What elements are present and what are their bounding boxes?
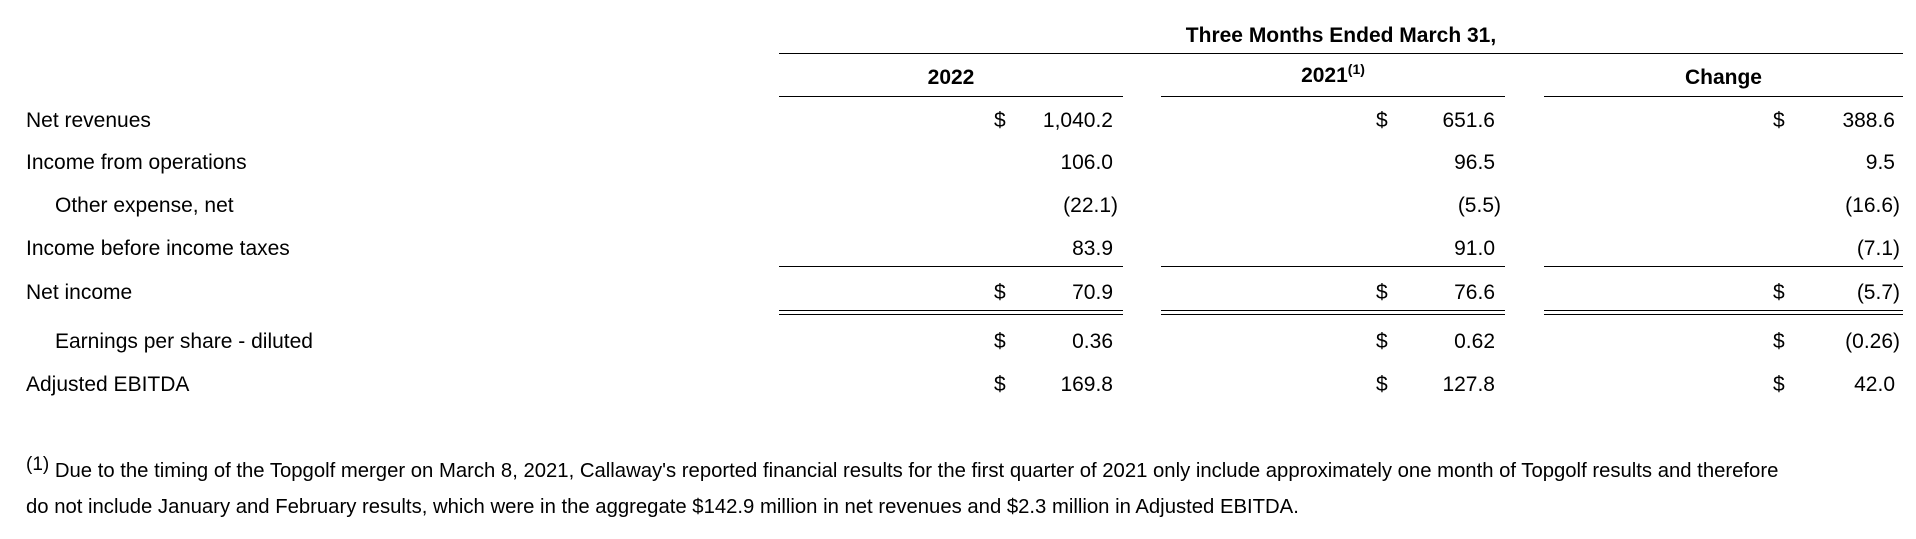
value-change: 42.0	[1854, 373, 1895, 396]
value-2022: (22.1)	[1063, 194, 1118, 217]
dollar-sign: $	[994, 281, 1006, 304]
col-rule-change	[1544, 96, 1903, 97]
dollar-sign: $	[1376, 330, 1388, 353]
period-header: Three Months Ended March 31,	[1185, 24, 1497, 47]
dollar-sign: $	[1376, 281, 1388, 304]
dollar-sign: $	[1773, 281, 1785, 304]
footnote-line-2: do not include January and February resu…	[26, 496, 1299, 518]
subtotal-rule-change	[1544, 266, 1903, 267]
value-2021: 76.6	[1454, 281, 1495, 304]
row-label-income-from-operations: Income from operations	[26, 151, 247, 174]
footnote-marker: (1)	[26, 454, 50, 475]
row-label-net-revenues: Net revenues	[26, 109, 151, 132]
row-label-other-expense: Other expense, net	[55, 194, 234, 217]
dollar-sign: $	[1773, 373, 1785, 396]
value-2021: 127.8	[1442, 373, 1495, 396]
column-header-2022: 2022	[927, 66, 975, 89]
value-2021: 651.6	[1442, 109, 1495, 132]
dollar-sign: $	[994, 330, 1006, 353]
value-change: 9.5	[1865, 151, 1895, 174]
dollar-sign: $	[1773, 330, 1785, 353]
footnote-line-1: (1) Due to the timing of the Topgolf mer…	[26, 455, 1778, 481]
row-label-adjusted-ebitda: Adjusted EBITDA	[26, 373, 190, 396]
value-2022: 0.36	[1072, 330, 1113, 353]
value-2022: 70.9	[1072, 281, 1113, 304]
column-header-change: Change	[1684, 66, 1762, 89]
footnote-text-1: Due to the timing of the Topgolf merger …	[54, 460, 1779, 482]
value-2022: 106.0	[1060, 151, 1113, 174]
dollar-sign: $	[994, 109, 1006, 132]
value-change: (0.26)	[1845, 330, 1900, 353]
col-rule-2022	[779, 96, 1123, 97]
value-2021: 91.0	[1454, 237, 1495, 260]
col-rule-2021	[1161, 96, 1505, 97]
row-label-eps-diluted: Earnings per share - diluted	[55, 330, 313, 353]
footnote-ref: (1)	[1347, 61, 1365, 77]
row-label-income-before-taxes: Income before income taxes	[26, 237, 290, 260]
column-header-2021: 2021(1)	[1301, 61, 1365, 87]
value-change: (16.6)	[1845, 194, 1900, 217]
value-2021: (5.5)	[1457, 194, 1501, 217]
dollar-sign: $	[1773, 109, 1785, 132]
total-double-rule-2021	[1161, 310, 1505, 315]
row-label-net-income: Net income	[26, 281, 133, 304]
subtotal-rule-2021	[1161, 266, 1505, 267]
value-2021: 96.5	[1454, 151, 1495, 174]
subtotal-rule-2022	[779, 266, 1123, 267]
value-change: (5.7)	[1856, 281, 1900, 304]
value-2022: 169.8	[1060, 373, 1113, 396]
value-2021: 0.62	[1454, 330, 1495, 353]
value-change: 388.6	[1842, 109, 1895, 132]
value-2022: 1,040.2	[1042, 109, 1113, 132]
dollar-sign: $	[994, 373, 1006, 396]
period-header-rule	[779, 53, 1903, 54]
dollar-sign: $	[1376, 373, 1388, 396]
value-change: (7.1)	[1856, 237, 1900, 260]
total-double-rule-change	[1544, 310, 1903, 315]
total-double-rule-2022	[779, 310, 1123, 315]
dollar-sign: $	[1376, 109, 1388, 132]
value-2022: 83.9	[1072, 237, 1113, 260]
